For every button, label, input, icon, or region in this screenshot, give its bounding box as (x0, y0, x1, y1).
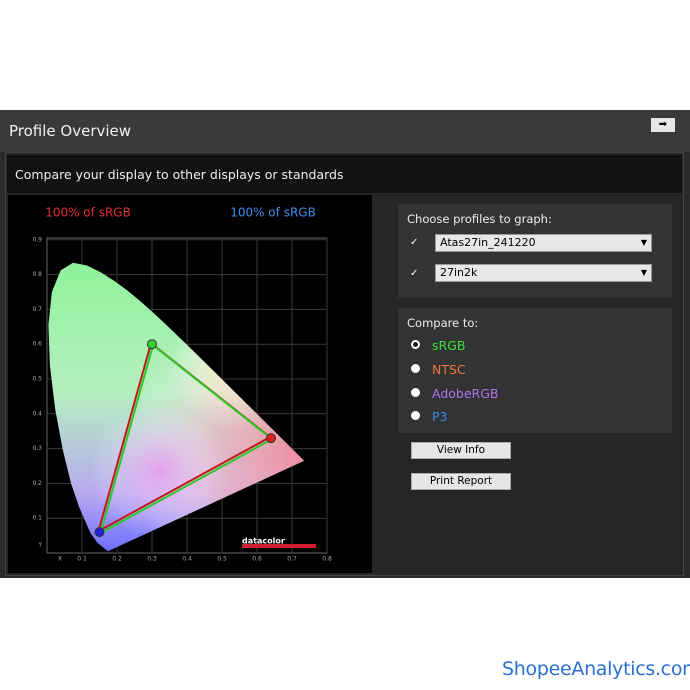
x-tick-label: 0.5 (217, 556, 227, 563)
logo: datacolor (242, 537, 285, 546)
radio[interactable] (411, 411, 420, 420)
dropdown-value: Atas27in_241220 (440, 236, 536, 249)
x-tick-label: 0.4 (182, 556, 192, 563)
compare-option[interactable]: AdobeRGB (432, 386, 499, 401)
watermark: ShopeeAnalytics.com (502, 658, 690, 680)
y-tick-label: 0.4 (32, 410, 42, 417)
compare-heading: Compare to: (407, 316, 479, 330)
gamut-chart: 0.1 0.2 0.3 0.4 0.5 0.6 0.7 0.8 0.1 0.2 0.3 0.4 0.5 0… (8, 195, 372, 573)
x-tick-label: 0.3 (147, 556, 157, 563)
y-tick-label: 0.2 (32, 480, 42, 487)
primary-dot (94, 527, 105, 538)
y-tick-label: 0.3 (32, 445, 42, 452)
checkbox[interactable]: ✓ (410, 268, 419, 279)
profile-dropdown[interactable]: Atas27in_241220 ▼ (435, 234, 652, 252)
radio[interactable] (411, 364, 420, 373)
subtitle-bar (7, 155, 682, 193)
subtitle: Compare your display to other displays o… (15, 167, 344, 182)
view-info-button[interactable]: View Info (411, 442, 511, 459)
radio[interactable] (411, 388, 420, 397)
primary-dot (266, 433, 276, 444)
compare-option[interactable]: P3 (432, 409, 448, 424)
primary-dot (147, 339, 157, 350)
y-tick-label: 0.1 (32, 515, 42, 522)
gamut-label: 100% of sRGB (45, 206, 131, 220)
y-tick-label: 0.9 (32, 236, 42, 243)
compare-option[interactable]: sRGB (432, 338, 466, 353)
y-axis-label: Y (37, 542, 42, 549)
x-tick-label: 0.7 (287, 556, 297, 563)
logo-bar (242, 544, 316, 548)
window-title: Profile Overview (9, 122, 132, 140)
x-tick-label: 0.8 (322, 556, 332, 563)
x-axis-label: X (58, 556, 62, 563)
y-tick-label: 0.7 (32, 306, 42, 313)
gamut-triangle (98, 343, 274, 536)
dropdown-value: 27in2k (440, 266, 478, 279)
gamut-label: 100% of sRGB (230, 206, 316, 220)
x-tick-label: 0.1 (77, 556, 87, 563)
print-report-button[interactable]: Print Report (411, 473, 511, 490)
expand-button[interactable]: ➡ (651, 118, 675, 132)
compare-box (398, 308, 672, 433)
checkbox[interactable]: ✓ (410, 237, 419, 248)
profiles-heading: Choose profiles to graph: (407, 212, 552, 226)
y-tick-label: 0.5 (32, 376, 42, 383)
x-tick-label: 0.6 (252, 556, 262, 563)
profile-dropdown[interactable]: 27in2k ▼ (435, 264, 652, 282)
title-bar (0, 110, 690, 152)
x-tick-label: 0.2 (112, 556, 122, 563)
y-tick-label: 0.6 (32, 341, 42, 348)
radio[interactable] (411, 340, 420, 349)
compare-option[interactable]: NTSC (432, 362, 466, 377)
y-tick-label: 0.8 (32, 271, 42, 278)
